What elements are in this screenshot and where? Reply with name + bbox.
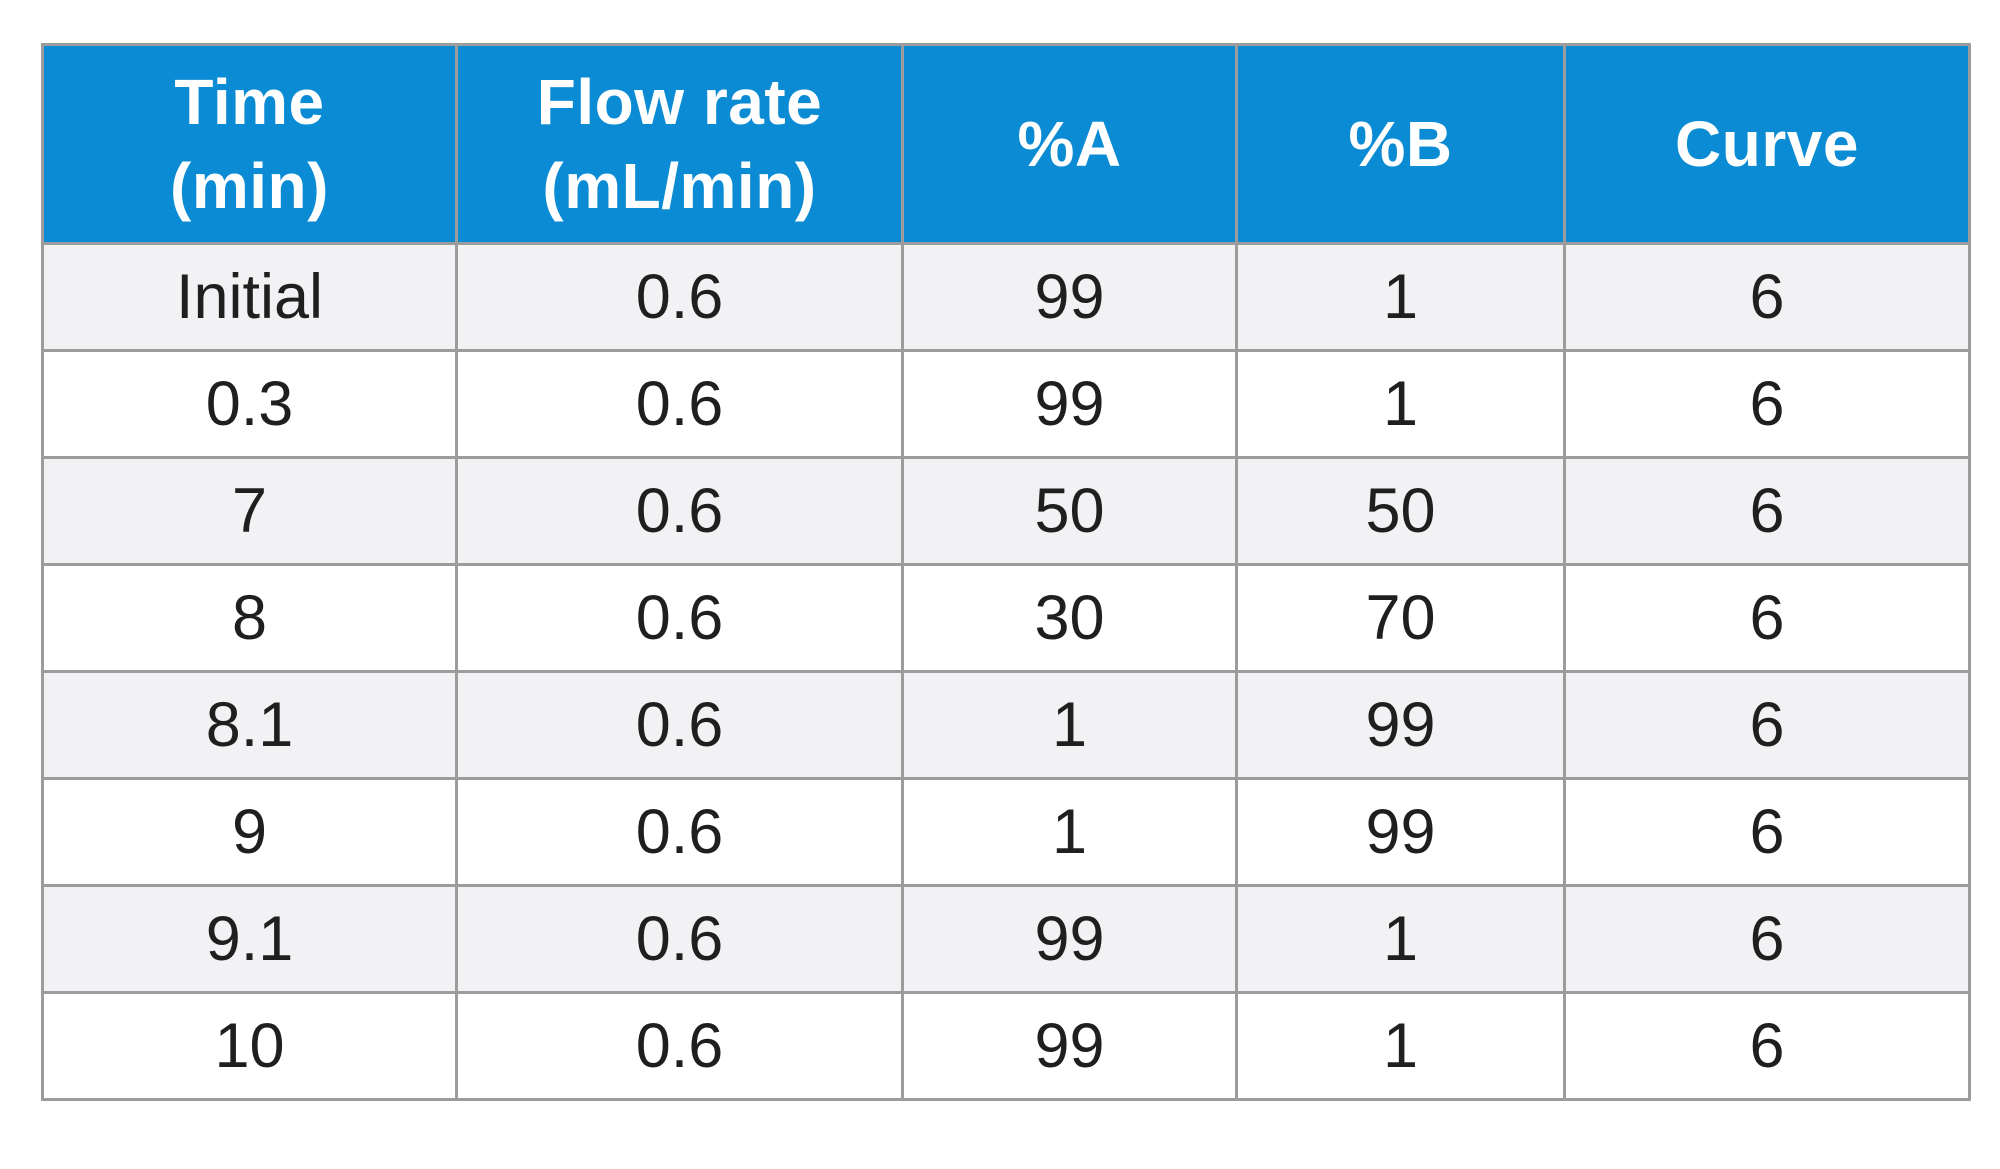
cell-curve: 6 [1563,242,1971,352]
cell-percent-a: 99 [901,349,1238,459]
header-row: Time (min) Flow rate (mL/min) %A %B Curv… [41,43,1971,245]
cell-percent-b: 70 [1235,563,1566,673]
cell-flow-rate: 0.6 [455,242,904,352]
gradient-table-container: Time (min) Flow rate (mL/min) %A %B Curv… [41,43,1971,1101]
cell-time: 7 [41,456,458,566]
cell-curve: 6 [1563,777,1971,887]
cell-percent-b: 99 [1235,670,1566,780]
header-percent-b-label: %B [1348,108,1453,180]
table-header: Time (min) Flow rate (mL/min) %A %B Curv… [41,43,1971,245]
header-percent-a-label: %A [1017,108,1122,180]
cell-percent-b: 1 [1235,884,1566,994]
header-curve-label: Curve [1675,108,1859,180]
header-time: Time (min) [41,43,458,245]
cell-time: 8 [41,563,458,673]
cell-flow-rate: 0.6 [455,349,904,459]
cell-flow-rate: 0.6 [455,777,904,887]
header-time-label: Time [174,66,325,138]
cell-curve: 6 [1563,456,1971,566]
header-percent-a: %A [901,43,1238,245]
table-row: 7 0.6 50 50 6 [41,456,1971,566]
cell-time: 9 [41,777,458,887]
table-row: 9.1 0.6 99 1 6 [41,884,1971,994]
cell-curve: 6 [1563,349,1971,459]
table-row: 8 0.6 30 70 6 [41,563,1971,673]
header-curve: Curve [1563,43,1971,245]
cell-time: Initial [41,242,458,352]
table-body: Initial 0.6 99 1 6 0.3 0.6 99 1 6 7 0.6 … [41,242,1971,1101]
header-flow-rate: Flow rate (mL/min) [455,43,904,245]
cell-percent-b: 99 [1235,777,1566,887]
table-row: 10 0.6 99 1 6 [41,991,1971,1101]
cell-time: 10 [41,991,458,1101]
table-row: 9 0.6 1 99 6 [41,777,1971,887]
cell-percent-a: 99 [901,884,1238,994]
cell-time: 8.1 [41,670,458,780]
cell-percent-a: 30 [901,563,1238,673]
header-percent-b: %B [1235,43,1566,245]
cell-percent-a: 50 [901,456,1238,566]
cell-percent-a: 1 [901,777,1238,887]
cell-curve: 6 [1563,991,1971,1101]
cell-flow-rate: 0.6 [455,670,904,780]
header-time-unit: (min) [170,150,329,222]
gradient-table: Time (min) Flow rate (mL/min) %A %B Curv… [41,43,1971,1101]
cell-percent-b: 1 [1235,242,1566,352]
table-row: 8.1 0.6 1 99 6 [41,670,1971,780]
table-row: 0.3 0.6 99 1 6 [41,349,1971,459]
cell-percent-b: 1 [1235,991,1566,1101]
cell-percent-b: 50 [1235,456,1566,566]
header-flow-rate-unit: (mL/min) [542,150,817,222]
cell-percent-a: 1 [901,670,1238,780]
cell-curve: 6 [1563,884,1971,994]
header-flow-rate-label: Flow rate [536,66,823,138]
cell-curve: 6 [1563,670,1971,780]
cell-flow-rate: 0.6 [455,563,904,673]
cell-curve: 6 [1563,563,1971,673]
cell-flow-rate: 0.6 [455,884,904,994]
cell-flow-rate: 0.6 [455,456,904,566]
table-row: Initial 0.6 99 1 6 [41,242,1971,352]
cell-time: 9.1 [41,884,458,994]
cell-time: 0.3 [41,349,458,459]
cell-percent-a: 99 [901,991,1238,1101]
cell-percent-b: 1 [1235,349,1566,459]
cell-flow-rate: 0.6 [455,991,904,1101]
cell-percent-a: 99 [901,242,1238,352]
